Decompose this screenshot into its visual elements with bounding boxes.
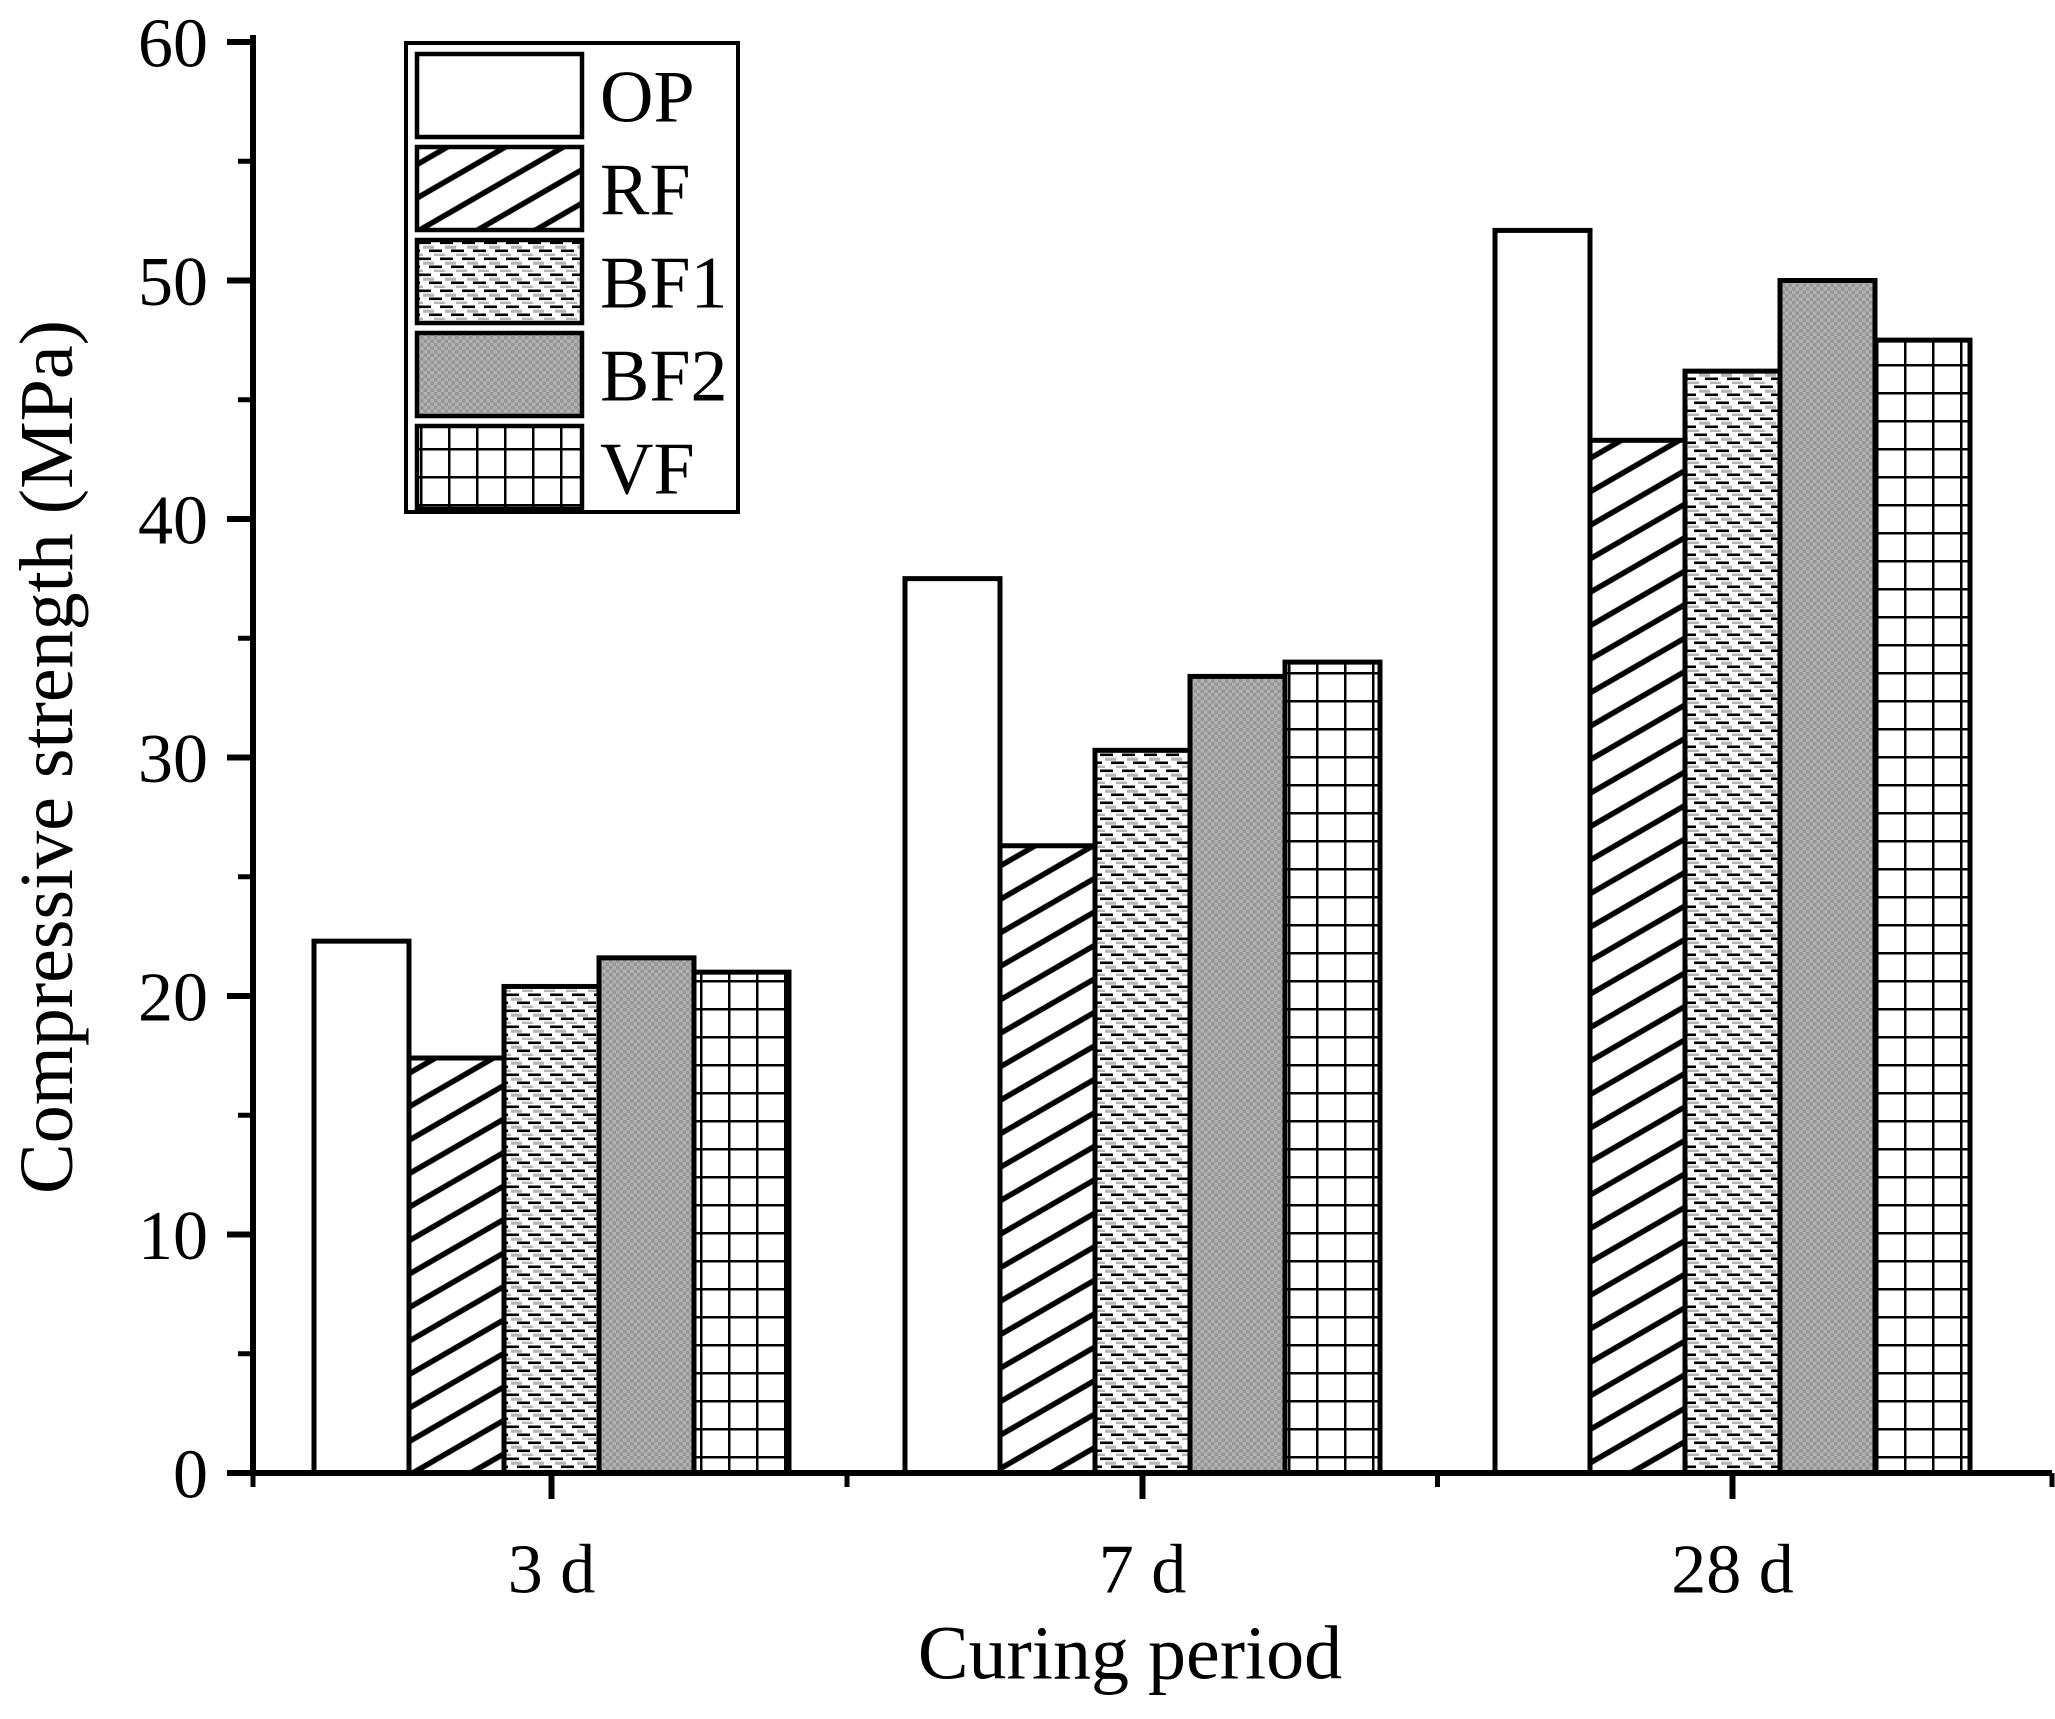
bars-layer	[311, 227, 1973, 1476]
legend-label-bf2: BF2	[600, 335, 728, 417]
x-category-label: 28 d	[1671, 1532, 1794, 1609]
legend-label-op: OP	[600, 56, 695, 138]
legend-swatch-rf	[414, 144, 585, 233]
legend-label-vf: VF	[600, 428, 695, 510]
x-axis-title: Curing period	[918, 1612, 1342, 1696]
bar-vf-3d	[691, 969, 792, 1476]
bar-bf1-7d	[1092, 747, 1193, 1476]
x-category-label: 3 d	[508, 1532, 596, 1609]
bar-bf1-3d	[501, 983, 602, 1476]
bar-rf-3d	[406, 1055, 507, 1476]
bar-vf-7d	[1282, 659, 1383, 1476]
y-tick-label: 30	[138, 721, 208, 798]
legend-label-rf: RF	[600, 149, 691, 231]
bar-op-7d	[902, 576, 1003, 1476]
bar-op-3d	[311, 938, 412, 1476]
y-tick-label: 50	[138, 244, 208, 321]
legend-swatch-vf	[414, 423, 585, 512]
bar-bf1-28d	[1682, 368, 1783, 1476]
legend-label-bf1: BF1	[600, 242, 728, 324]
bar-bf2-7d	[1187, 673, 1288, 1476]
x-category-label: 7 d	[1099, 1532, 1187, 1609]
ticks-layer: 0 10 20 30 40 50 60 3 d 7 d 28 d	[138, 6, 2055, 1609]
y-tick-label: 20	[138, 960, 208, 1037]
y-tick-label: 40	[138, 483, 208, 560]
legend-swatch-op	[414, 51, 585, 140]
legend: OP RF BF1 BF2 VF	[404, 41, 740, 514]
y-axis-title: Compressive strength (MPa)	[5, 320, 89, 1194]
bar-rf-28d	[1587, 437, 1688, 1476]
bar-op-28d	[1492, 227, 1593, 1476]
bar-bf2-28d	[1777, 278, 1878, 1476]
bar-vf-28d	[1872, 337, 1973, 1476]
legend-swatch-bf2	[414, 330, 585, 419]
y-tick-label: 10	[138, 1198, 208, 1275]
y-tick-label: 0	[173, 1437, 208, 1514]
bar-bf2-3d	[596, 955, 697, 1476]
bar-rf-7d	[997, 843, 1098, 1476]
legend-swatch-bf1	[414, 237, 585, 326]
y-tick-label: 60	[138, 6, 208, 83]
